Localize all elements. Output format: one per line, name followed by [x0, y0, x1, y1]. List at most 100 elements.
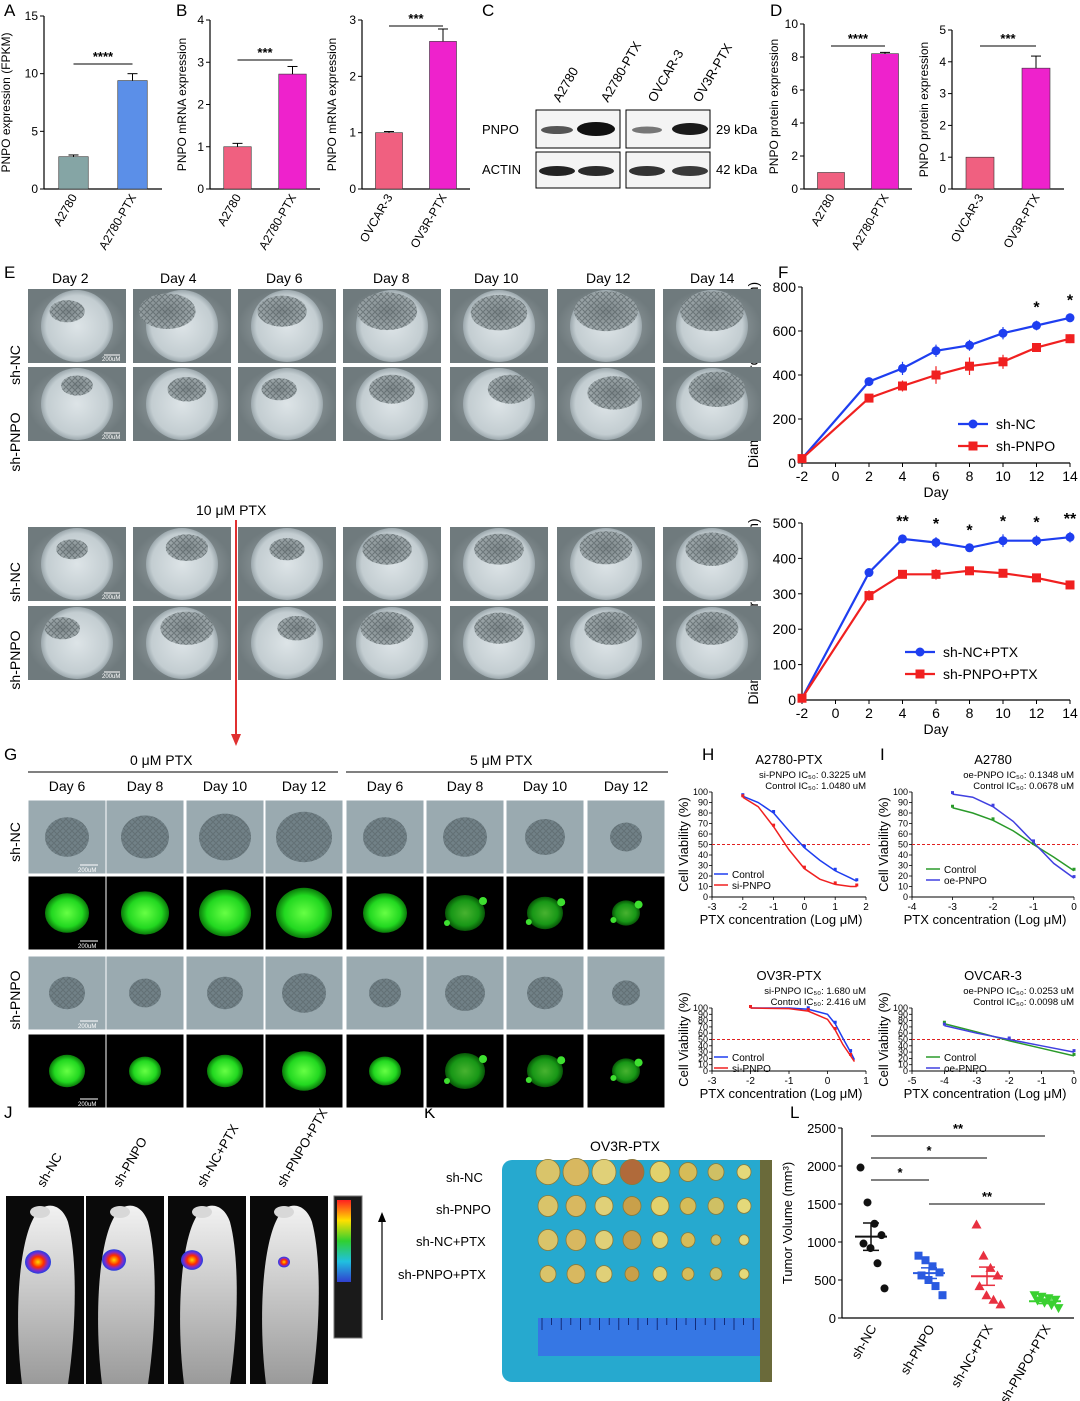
row-label: sh-PNPO — [7, 412, 23, 471]
chart-title: A2780 — [974, 752, 1012, 767]
bar — [58, 156, 89, 190]
y-tick-label: 30 — [698, 1047, 708, 1057]
gfp-spheroid — [363, 893, 407, 933]
data-point — [880, 1284, 889, 1293]
data-point — [1065, 334, 1075, 344]
day-label: Day 8 — [447, 778, 484, 794]
data-point — [797, 693, 807, 703]
spheroid-texture — [199, 813, 251, 861]
microsphere-texture — [261, 378, 297, 401]
microsphere-texture — [167, 376, 207, 402]
data-point — [938, 1291, 947, 1300]
blot-band — [578, 166, 614, 176]
scale-label: 200uM — [102, 595, 120, 601]
gfp-spheroid — [369, 1056, 401, 1086]
mouse-ear — [30, 1206, 50, 1218]
blot-lane-label: OVCAR-3 — [645, 47, 687, 105]
spheroid-texture — [45, 817, 89, 857]
y-tick-label: 70 — [898, 1022, 908, 1032]
day-label: Day 10 — [203, 778, 248, 794]
tumor — [681, 1267, 695, 1281]
microsphere-texture — [269, 538, 305, 561]
y-tick-label: 20 — [698, 1053, 708, 1063]
y-tick-label: 70 — [698, 819, 708, 829]
y-tick-label: 0 — [788, 455, 796, 471]
legend-marker — [968, 441, 978, 451]
data-point — [864, 393, 874, 403]
data-point — [802, 865, 806, 869]
microsphere-texture — [357, 292, 418, 331]
data-point — [1032, 343, 1041, 352]
tumor — [651, 1231, 669, 1249]
bar — [965, 156, 995, 190]
day-label: Day 14 — [690, 270, 735, 286]
data-point — [1065, 532, 1075, 542]
microsphere-texture — [474, 612, 524, 644]
x-tick-label: -4 — [908, 902, 917, 913]
y-tick-label: 40 — [698, 1041, 708, 1051]
row-label: sh-NC — [7, 345, 23, 385]
x-axis-title: Day — [924, 721, 949, 737]
gfp-spheroid — [527, 1054, 563, 1088]
y-tick-label: 90 — [698, 1009, 708, 1019]
tumor — [707, 1197, 725, 1215]
gfp-fragment — [444, 920, 450, 926]
significance-label: * — [1000, 513, 1007, 530]
x-tick-label: A2780 — [215, 191, 245, 228]
fit-curve — [750, 1007, 856, 1062]
panel-letter-A: A — [4, 1, 16, 20]
y-tick-label: 200 — [773, 621, 797, 637]
y-tick-label: 10 — [25, 67, 39, 81]
legend-label: oe-PNPO — [944, 1064, 987, 1075]
data-point — [1032, 536, 1041, 546]
y-tick-label: 60 — [898, 1028, 908, 1038]
data-point — [1072, 1049, 1076, 1053]
data-point — [833, 881, 837, 885]
blot-band-label: ACTIN — [482, 162, 521, 177]
x-tick-label: sh-PNPO — [897, 1322, 937, 1377]
bar — [375, 132, 403, 190]
microsphere-texture — [680, 291, 744, 332]
x-tick-label: 8 — [966, 468, 974, 484]
spheroid-texture — [612, 980, 640, 1006]
x-tick-label: -2 — [746, 1076, 755, 1087]
data-point — [931, 569, 941, 579]
y-tick-label: 0 — [703, 892, 708, 902]
ptx-group-label: 0 μM PTX — [130, 752, 193, 768]
y-axis-title: Cell Viability (%) — [676, 992, 691, 1086]
gfp-fragment — [634, 1058, 643, 1067]
y-tick-label: 50 — [898, 1035, 908, 1045]
ic50-label: Control IC₅₀: 0.0098 uM — [973, 997, 1074, 1008]
microsphere-texture — [56, 539, 88, 560]
y-axis-title: Tumor Volume (mm³) — [780, 1162, 795, 1284]
y-tick-label: 10 — [785, 17, 799, 31]
x-tick-label: -1 — [1029, 902, 1038, 913]
y-tick-label: 2500 — [807, 1121, 836, 1136]
y-tick-label: 60 — [898, 829, 908, 839]
x-tick-label: sh-PNPO+PTX — [997, 1322, 1054, 1401]
data-point — [1072, 1052, 1076, 1056]
data-point — [806, 1006, 810, 1010]
row-label: sh-PNPO — [7, 970, 23, 1029]
scale-label: 200uM — [78, 1024, 96, 1030]
y-tick-label: 2 — [791, 149, 798, 163]
legend-label: sh-PNPO — [996, 438, 1055, 454]
data-point — [931, 346, 941, 356]
bar — [871, 53, 899, 190]
y-tick-label: 100 — [893, 787, 908, 797]
y-tick-label: 0 — [31, 182, 38, 196]
x-axis-title: PTX concentration (Log μM) — [904, 912, 1067, 927]
microsphere-texture — [688, 371, 746, 407]
y-tick-label: 30 — [898, 1047, 908, 1057]
tumor — [565, 1195, 587, 1217]
data-point — [898, 363, 907, 373]
data-point — [1050, 1295, 1061, 1305]
microsphere-texture — [277, 615, 317, 641]
y-tick-label: 200 — [773, 411, 797, 427]
y-axis-title: Cell Viability (%) — [876, 992, 891, 1086]
x-tick-label: 12 — [1029, 705, 1045, 721]
y-tick-label: 10 — [898, 1060, 908, 1070]
chart-title: OVCAR-3 — [964, 968, 1022, 983]
y-tick-label: 40 — [898, 1041, 908, 1051]
data-point — [806, 1008, 810, 1012]
